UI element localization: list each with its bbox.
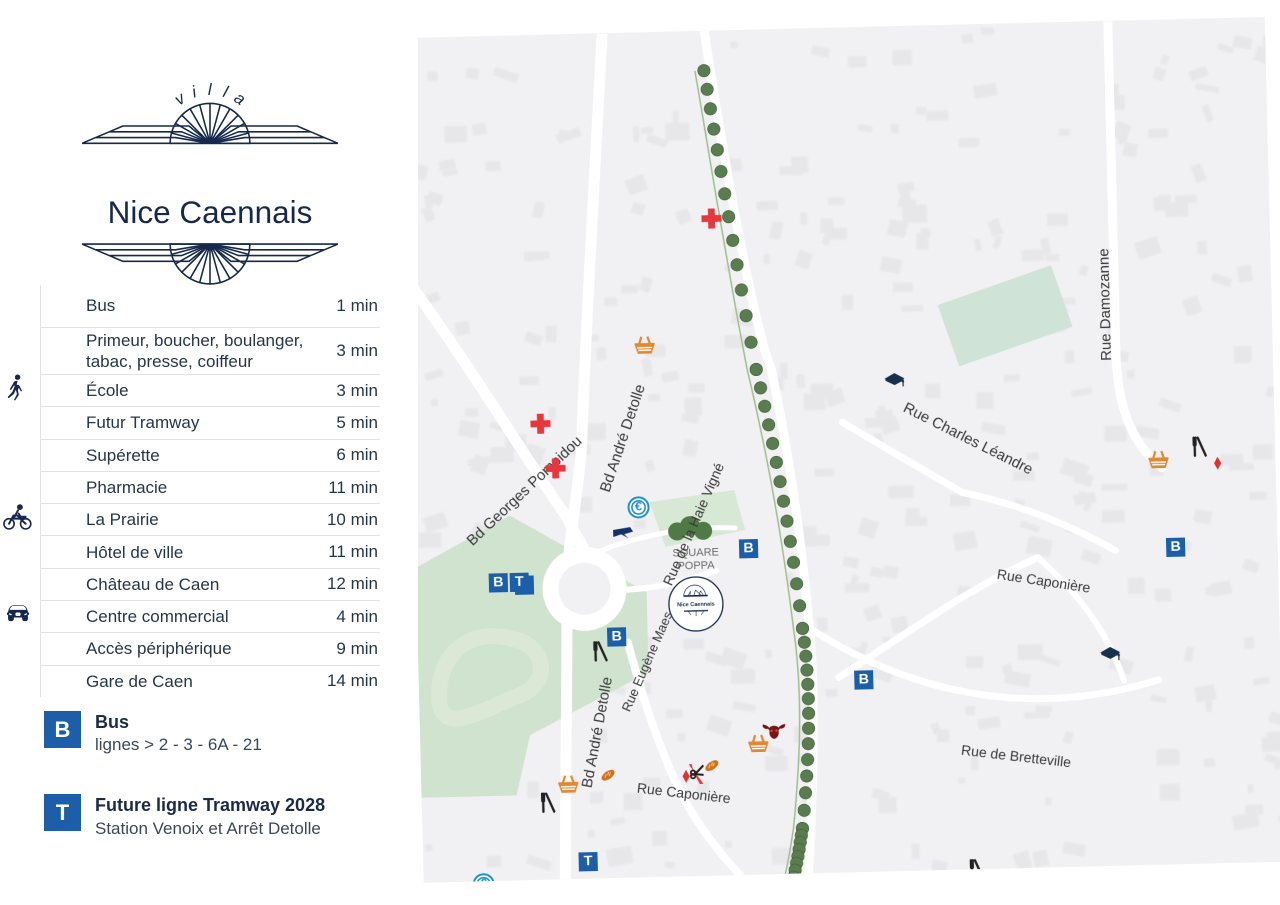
- svg-text:B: B: [493, 574, 504, 590]
- svg-text:l: l: [221, 82, 231, 102]
- svg-text:B: B: [858, 671, 869, 687]
- svg-text:T: T: [515, 574, 524, 590]
- svg-text:B: B: [1170, 539, 1181, 555]
- svg-text:B: B: [743, 540, 754, 556]
- svg-text:a: a: [231, 88, 250, 109]
- svg-text:Nice Caennais: Nice Caennais: [108, 195, 313, 230]
- svg-text:€: €: [480, 876, 487, 882]
- svg-text:l: l: [208, 80, 213, 99]
- svg-text:i: i: [189, 82, 199, 102]
- svg-text:Nice Caennais: Nice Caennais: [677, 602, 715, 609]
- svg-text:v: v: [171, 88, 190, 109]
- svg-text:€: €: [635, 500, 642, 514]
- svg-text:Rue Damozanne: Rue Damozanne: [1095, 248, 1115, 361]
- svg-text:B: B: [611, 628, 622, 644]
- svg-text:T: T: [584, 853, 593, 869]
